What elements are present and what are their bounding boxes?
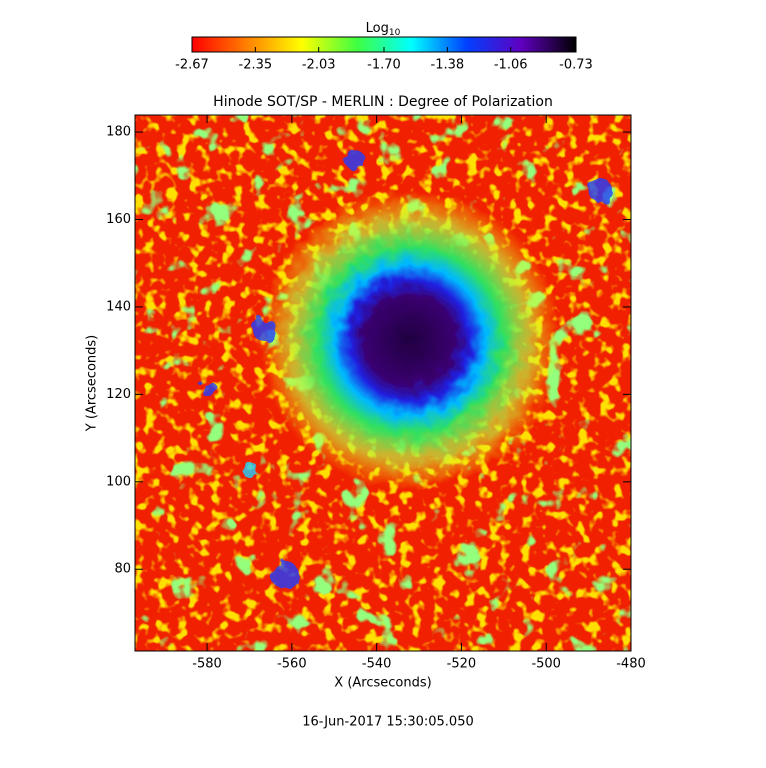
x-axis-label: X (Arcseconds) xyxy=(334,676,431,691)
date-label: 16-Jun-2017 15:30:05.050 xyxy=(302,715,474,730)
colorbar-tick-label: -2.35 xyxy=(239,58,273,73)
colorbar-label-sub: 10 xyxy=(389,28,401,38)
heatmap-image xyxy=(135,115,631,651)
y-tick-label: 180 xyxy=(106,125,131,140)
chart-title: Hinode SOT/SP - MERLIN : Degree of Polar… xyxy=(213,94,553,110)
plot-frame xyxy=(134,114,632,652)
y-tick-label: 80 xyxy=(114,562,131,577)
y-tick-label: 120 xyxy=(106,387,131,402)
colorbar-tick-label: -1.06 xyxy=(494,58,528,73)
x-tick-label: -520 xyxy=(447,657,477,672)
x-tick-label: -480 xyxy=(616,657,646,672)
colorbar-tick-label: -1.38 xyxy=(431,58,465,73)
x-tick-label: -580 xyxy=(192,657,222,672)
colorbar-tick-label: -2.67 xyxy=(175,58,209,73)
colorbar-tick-label: -0.73 xyxy=(559,58,593,73)
y-tick-label: 140 xyxy=(106,299,131,314)
x-tick-label: -500 xyxy=(531,657,561,672)
colorbar-tick-label: -1.70 xyxy=(367,58,401,73)
colorbar-label: Log10 xyxy=(366,21,401,38)
y-tick-label: 100 xyxy=(106,474,131,489)
x-tick-label: -540 xyxy=(362,657,392,672)
x-tick-label: -560 xyxy=(277,657,307,672)
colorbar-label-main: Log xyxy=(366,21,389,36)
colorbar-tick-label: -2.03 xyxy=(302,58,336,73)
y-axis-label: Y (Arcseconds) xyxy=(85,335,100,432)
y-tick-label: 160 xyxy=(106,212,131,227)
